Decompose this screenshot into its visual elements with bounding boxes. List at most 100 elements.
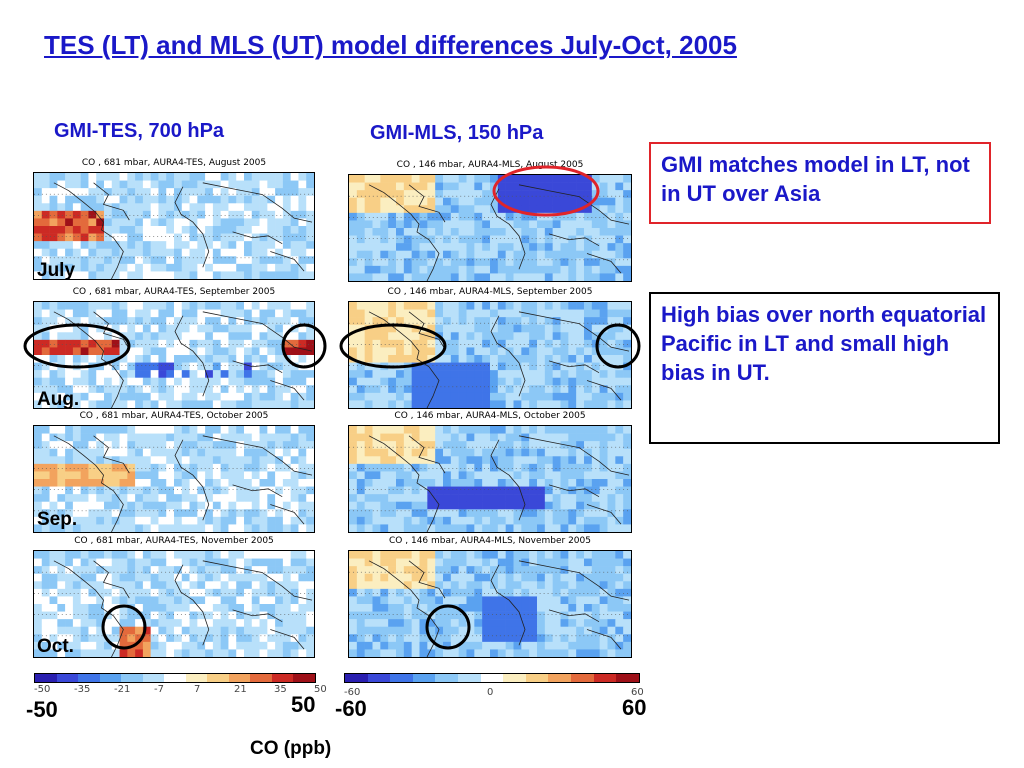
map-cell bbox=[205, 226, 214, 234]
map-cell bbox=[529, 175, 538, 183]
colorbar-swatch bbox=[164, 674, 186, 682]
map-cell bbox=[513, 516, 522, 525]
map-cell bbox=[552, 370, 561, 379]
map-caption: CO , 681 mbar, AURA4-TES, October 2005 bbox=[79, 411, 269, 421]
map-cell bbox=[568, 273, 577, 281]
map-cell bbox=[65, 524, 74, 532]
map-cell bbox=[228, 501, 237, 510]
map-cell bbox=[544, 220, 553, 229]
map-cell bbox=[236, 634, 245, 643]
map-cell bbox=[497, 265, 506, 274]
coastline bbox=[232, 360, 283, 374]
tes-tick: -50 bbox=[34, 684, 51, 695]
map-cell bbox=[282, 324, 291, 333]
coastline bbox=[408, 560, 446, 599]
map-cell bbox=[380, 392, 389, 401]
map-cell bbox=[41, 248, 50, 257]
map-cell bbox=[490, 212, 499, 221]
map-cell bbox=[212, 486, 221, 495]
map-cell bbox=[72, 551, 81, 559]
map-cell bbox=[119, 634, 128, 643]
map-cell bbox=[411, 220, 420, 229]
map-cell bbox=[244, 611, 253, 620]
map-cell bbox=[158, 626, 167, 635]
map-cell bbox=[380, 649, 389, 657]
map-cell bbox=[267, 581, 276, 590]
map-cell bbox=[490, 634, 499, 643]
map-cell bbox=[205, 516, 214, 525]
map-cell bbox=[584, 441, 593, 450]
map-cell bbox=[236, 441, 245, 450]
map-cell bbox=[349, 448, 358, 457]
map-cell bbox=[298, 317, 307, 326]
map-cell bbox=[290, 332, 299, 341]
map-cell bbox=[490, 265, 499, 274]
map-cell bbox=[49, 256, 58, 265]
map-cell bbox=[267, 441, 276, 450]
map-cell bbox=[57, 218, 66, 227]
map-cell bbox=[220, 195, 229, 204]
map-cell bbox=[505, 273, 514, 281]
map-cell bbox=[104, 471, 113, 480]
map-cell bbox=[419, 243, 428, 252]
map-cell bbox=[591, 212, 600, 221]
map-cell bbox=[65, 596, 74, 605]
map-cell bbox=[251, 566, 260, 575]
map-cell bbox=[474, 190, 483, 199]
map-cell bbox=[505, 604, 514, 612]
map-cell bbox=[466, 250, 475, 259]
map-cell bbox=[584, 494, 593, 503]
map-cell bbox=[72, 581, 81, 590]
map-cell bbox=[135, 641, 144, 650]
map-cell bbox=[419, 626, 428, 635]
map-cell bbox=[349, 588, 358, 597]
map-cell bbox=[349, 649, 358, 657]
map-cell bbox=[403, 265, 412, 274]
map-cell bbox=[623, 370, 631, 379]
map-cell bbox=[150, 588, 159, 597]
map-cell bbox=[251, 332, 260, 341]
colorbar-swatch bbox=[548, 674, 572, 682]
map-cell bbox=[490, 385, 499, 394]
map-cell bbox=[372, 566, 381, 575]
map-cell bbox=[306, 347, 314, 356]
map-cell bbox=[267, 649, 276, 657]
map-cell bbox=[150, 463, 159, 472]
map-cell bbox=[497, 524, 506, 532]
map-cell bbox=[607, 641, 616, 650]
map-cell bbox=[282, 377, 291, 386]
map-cell bbox=[505, 494, 514, 503]
map-cell bbox=[560, 471, 569, 480]
map-cell bbox=[505, 479, 514, 487]
map-cell bbox=[228, 256, 237, 265]
map-cell bbox=[615, 400, 624, 408]
map-cell bbox=[181, 426, 190, 434]
map-cell bbox=[88, 332, 97, 341]
map-cell bbox=[380, 441, 389, 450]
map-cell bbox=[419, 524, 428, 532]
map-cell bbox=[380, 370, 389, 379]
map-cell bbox=[259, 210, 268, 219]
map-cell bbox=[450, 471, 459, 480]
map-cell bbox=[599, 649, 608, 657]
map-cell bbox=[88, 433, 97, 442]
map-cell bbox=[142, 649, 151, 657]
map-cell bbox=[135, 626, 144, 635]
map-cell bbox=[57, 180, 66, 189]
map-cell bbox=[591, 501, 600, 510]
map-cell bbox=[536, 212, 546, 221]
map-cell bbox=[57, 611, 66, 620]
map-cell bbox=[435, 441, 444, 450]
map-cell bbox=[591, 175, 600, 183]
map-cell bbox=[111, 332, 120, 341]
map-cell bbox=[41, 486, 50, 495]
map-cell bbox=[197, 188, 206, 197]
map-cell bbox=[411, 558, 420, 567]
map-cell bbox=[189, 400, 198, 408]
map-cell bbox=[181, 509, 190, 518]
map-cell bbox=[166, 302, 175, 310]
map-cell bbox=[236, 203, 245, 212]
map-cell bbox=[544, 302, 553, 310]
map-cell bbox=[275, 347, 284, 356]
map-cell bbox=[607, 596, 616, 605]
